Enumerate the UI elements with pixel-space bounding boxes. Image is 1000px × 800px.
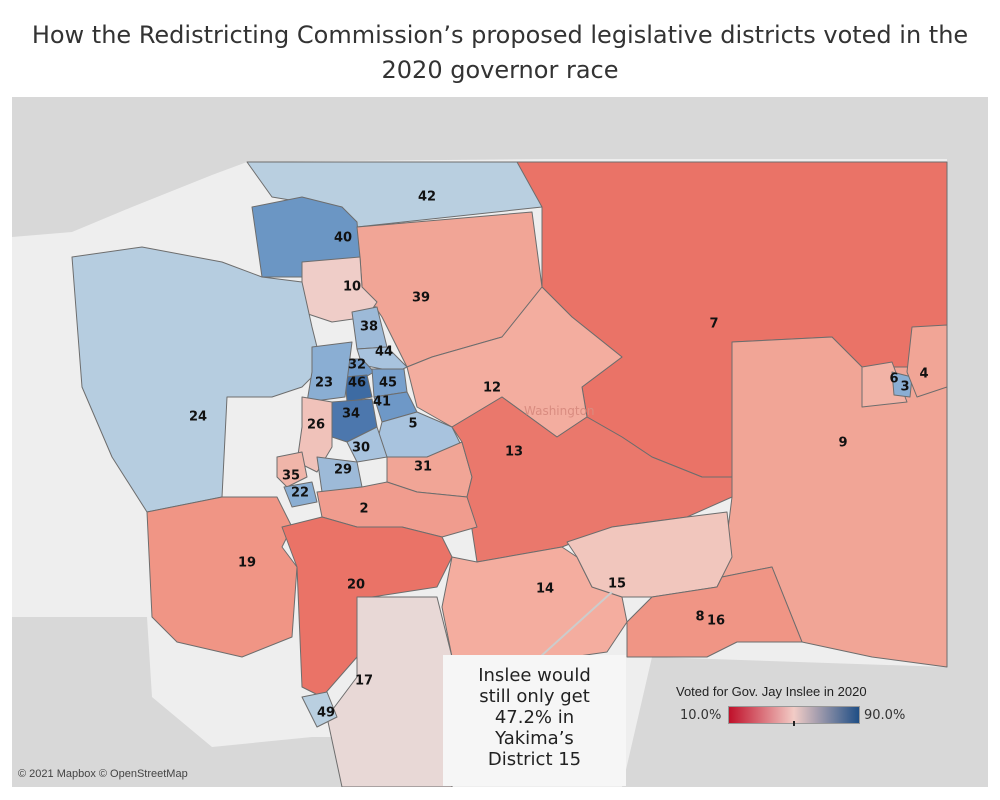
district-label-20: 20 (347, 578, 365, 593)
map-canvas[interactable]: Washington 42 40 10 39 7 24 38 44 32 46 … (12, 97, 988, 787)
callout-line: still only get (479, 686, 590, 707)
district-label-14: 14 (536, 582, 554, 597)
district-map: Washington 42 40 10 39 7 24 38 44 32 46 … (12, 97, 988, 787)
district-23[interactable] (306, 341, 353, 403)
district-label-29: 29 (334, 463, 352, 478)
district-label-26: 26 (307, 418, 325, 433)
land-idaho (947, 159, 988, 787)
district-label-19: 19 (238, 556, 256, 571)
district-label-2: 2 (359, 502, 368, 517)
district-label-45: 45 (379, 376, 397, 391)
legend-max-label: 90.0% (864, 708, 906, 723)
legend-midpoint-tick (793, 721, 795, 726)
district-label-8: 8 (695, 610, 704, 625)
state-label: Washington (524, 404, 595, 418)
district-label-23: 23 (315, 376, 333, 391)
district-label-44: 44 (375, 345, 393, 360)
district-22[interactable] (283, 481, 318, 508)
district-label-9: 9 (838, 436, 847, 451)
map-title: How the Redistricting Commission’s propo… (31, 21, 969, 84)
callout-pointer (539, 591, 613, 658)
district-46[interactable] (344, 374, 373, 403)
district-label-16: 16 (707, 614, 725, 629)
district-4[interactable] (906, 324, 948, 398)
district-label-41: 41 (373, 395, 391, 410)
district-label-5: 5 (408, 417, 417, 432)
callout-line: District 15 (487, 749, 582, 770)
district-label-32: 32 (348, 358, 366, 373)
district-49[interactable] (301, 691, 338, 728)
district-label-12: 12 (483, 381, 501, 396)
district-label-22: 22 (291, 486, 309, 501)
callout-line: 47.2% in (494, 707, 575, 728)
district-label-7: 7 (709, 317, 718, 332)
map-attribution: © 2021 Mapbox © OpenStreetMap (18, 768, 188, 780)
district-label-38: 38 (360, 320, 378, 335)
district-label-42: 42 (418, 190, 436, 205)
callout-line: Inslee would (478, 665, 591, 686)
district-label-10: 10 (343, 280, 361, 295)
district-label-17: 17 (355, 674, 373, 689)
legend-title: Voted for Gov. Jay Inslee in 2020 (676, 684, 867, 699)
district-label-35: 35 (282, 469, 300, 484)
district-17[interactable] (326, 596, 453, 787)
district-label-39: 39 (412, 291, 430, 306)
district-label-15: 15 (608, 577, 626, 592)
land-canada (12, 97, 988, 237)
annotation-callout: Inslee would still only get 47.2% in Yak… (443, 655, 626, 786)
callout-line: Yakima’s (495, 728, 574, 749)
district-3[interactable] (891, 371, 913, 398)
district-label-6: 6 (889, 372, 898, 387)
district-label-3: 3 (900, 380, 909, 395)
district-label-4: 4 (919, 367, 928, 382)
district-26[interactable] (296, 396, 333, 473)
district-label-31: 31 (414, 460, 432, 475)
district-38[interactable] (351, 306, 388, 350)
district-label-13: 13 (505, 445, 523, 460)
district-24[interactable] (71, 246, 323, 513)
district-16[interactable] (626, 566, 803, 658)
district-label-46: 46 (348, 376, 366, 391)
district-label-49: 49 (317, 706, 335, 721)
district-35[interactable] (276, 451, 308, 488)
district-label-30: 30 (352, 441, 370, 456)
district-label-24: 24 (189, 410, 207, 425)
legend-min-label: 10.0% (680, 708, 722, 723)
district-19[interactable] (146, 496, 298, 658)
district-label-34: 34 (342, 407, 360, 422)
district-label-40: 40 (334, 231, 352, 246)
